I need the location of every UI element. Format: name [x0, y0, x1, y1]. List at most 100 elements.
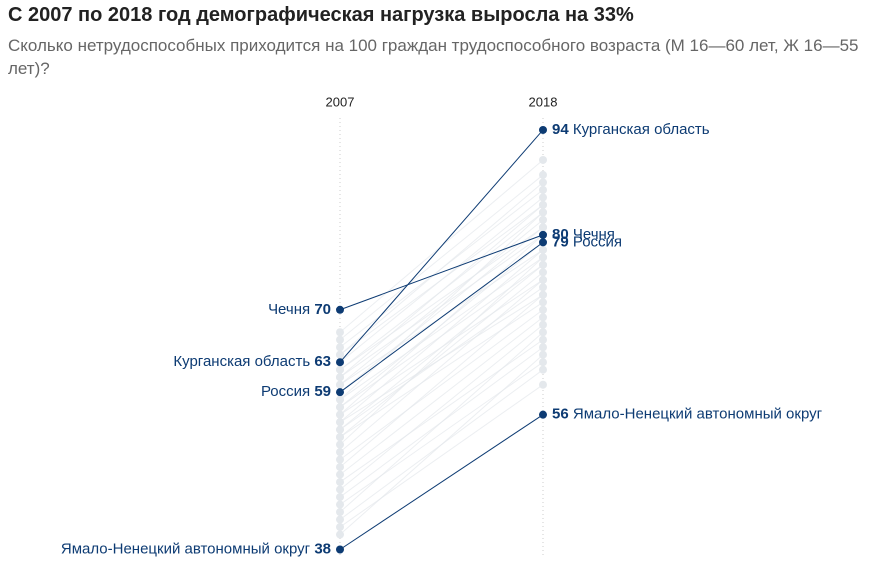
background-line: [339, 234, 544, 416]
background-dot: [336, 470, 344, 479]
dot: [539, 238, 547, 247]
background-dot: [336, 433, 344, 442]
background-line: [339, 279, 544, 453]
background-line: [339, 301, 544, 438]
background-dot: [539, 193, 547, 202]
background-line: [339, 384, 544, 528]
background-line: [339, 316, 544, 475]
column-label: 2018: [529, 94, 558, 109]
background-dot: [336, 478, 344, 487]
background-dot: [539, 335, 547, 344]
dot: [336, 358, 344, 367]
chart-title: С 2007 по 2018 год демографическая нагру…: [8, 4, 634, 26]
background-dot: [539, 200, 547, 209]
background-dot: [539, 298, 547, 307]
background-line: [339, 324, 544, 490]
background-line: [339, 197, 544, 363]
background-dot: [336, 440, 344, 449]
background-dot: [539, 350, 547, 359]
slope-line: [339, 234, 544, 311]
background-dot: [539, 215, 547, 224]
background-dot: [539, 223, 547, 232]
background-line: [339, 219, 544, 386]
background-dot: [336, 403, 344, 412]
background-dot: [336, 395, 344, 404]
background-dot: [539, 178, 547, 187]
background-dot: [539, 155, 547, 164]
background-line: [339, 256, 544, 445]
slope-line: [339, 241, 544, 393]
background-dot: [539, 343, 547, 352]
background-dot: [539, 305, 547, 314]
series-name: Курганская область: [573, 121, 710, 138]
right-label: 79 Россия: [552, 233, 622, 250]
value-label: 59: [314, 383, 331, 400]
dot: [539, 230, 547, 239]
value-label: 63: [314, 353, 331, 370]
background-dot: [539, 313, 547, 322]
background-dot: [539, 283, 547, 292]
background-line: [339, 204, 544, 378]
left-label: Ямало-Ненецкий автономный округ 38: [61, 540, 331, 557]
background-line: [339, 256, 544, 401]
background-line: [339, 339, 544, 483]
background-line: [339, 182, 544, 356]
right-label: 94 Курганская область: [552, 121, 710, 138]
background-dot: [336, 328, 344, 337]
background-dot: [336, 515, 344, 524]
background-line: [339, 226, 544, 393]
dot: [539, 410, 547, 419]
background-line: [339, 212, 544, 401]
background-dot: [336, 410, 344, 419]
dot: [336, 305, 344, 314]
background-dot: [539, 275, 547, 284]
value-label: 94: [552, 121, 569, 138]
right-label: 80 Чечня: [552, 226, 615, 243]
series-name: Россия: [573, 233, 622, 250]
value-label: 56: [552, 406, 569, 423]
background-dot: [539, 253, 547, 262]
slope-line: [339, 129, 544, 363]
background-dot: [336, 380, 344, 389]
background-line: [339, 174, 544, 341]
background-line: [339, 361, 544, 505]
background-dot: [539, 170, 547, 179]
dot: [539, 125, 547, 134]
left-label: Чечня 70: [268, 301, 331, 318]
background-dot: [336, 530, 344, 539]
background-dot: [336, 485, 344, 494]
background-dot: [336, 523, 344, 532]
background-dot: [539, 185, 547, 194]
series-name: Курганская область: [173, 353, 310, 370]
background-dot: [336, 365, 344, 374]
background-line: [339, 226, 544, 371]
background-dot: [336, 508, 344, 517]
left-label: Курганская область 63: [173, 353, 331, 370]
background-dot: [336, 493, 344, 502]
background-dot: [539, 358, 547, 367]
background-dot: [539, 320, 547, 329]
background-dot: [336, 335, 344, 344]
value-label: 79: [552, 233, 569, 250]
background-line: [339, 354, 544, 535]
value-label: 38: [314, 540, 331, 557]
series-name: Чечня: [573, 226, 615, 243]
background-line: [339, 286, 544, 431]
background-line: [339, 294, 544, 468]
dot: [336, 545, 344, 554]
right-label: 56 Ямало-Ненецкий автономный округ: [552, 406, 823, 423]
series-name: Ямало-Ненецкий автономный округ: [61, 540, 311, 557]
background-dot: [336, 425, 344, 434]
series-name: Россия: [261, 383, 310, 400]
background-dot: [539, 380, 547, 389]
background-dot: [539, 268, 547, 277]
background-dot: [336, 463, 344, 472]
value-label: 70: [314, 301, 331, 318]
background-line: [339, 271, 544, 438]
series-name: Чечня: [268, 301, 310, 318]
background-dot: [539, 245, 547, 254]
column-label: 2007: [326, 94, 355, 109]
background-dot: [336, 500, 344, 509]
